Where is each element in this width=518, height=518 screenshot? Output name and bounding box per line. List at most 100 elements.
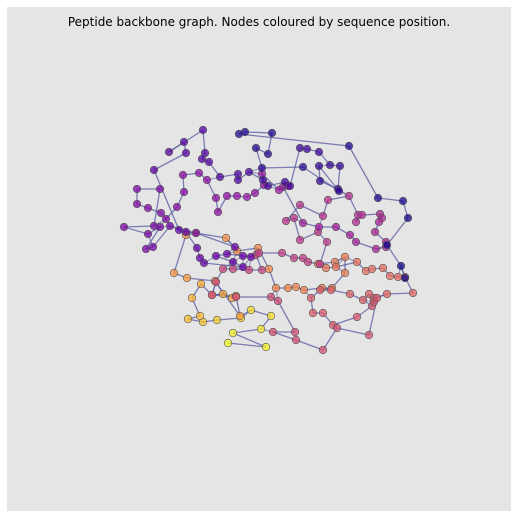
residue-node	[250, 188, 260, 198]
residue-node	[213, 207, 223, 217]
residue-node	[215, 172, 225, 182]
residue-node	[298, 218, 308, 228]
residue-node	[308, 308, 318, 318]
residue-node	[195, 311, 205, 321]
residue-node	[273, 296, 283, 306]
residue-node	[364, 330, 374, 340]
residue-node	[202, 175, 212, 185]
residue-node	[211, 277, 221, 287]
residue-node	[256, 324, 266, 334]
residue-node	[322, 237, 332, 247]
residue-node	[315, 176, 325, 186]
residue-node	[234, 129, 244, 139]
residue-node	[318, 211, 328, 221]
residue-node	[358, 295, 368, 305]
residue-node	[231, 292, 241, 302]
residue-node	[352, 257, 362, 267]
residue-node	[285, 181, 295, 191]
residue-node	[393, 272, 403, 282]
chart-title: Peptide backbone graph. Nodes coloured b…	[67, 15, 451, 29]
residue-node	[263, 149, 273, 159]
residue-node	[174, 225, 184, 235]
residue-node	[211, 251, 221, 261]
residue-node	[183, 314, 193, 324]
residue-node	[196, 279, 206, 289]
residue-node	[357, 210, 367, 220]
edge	[232, 328, 262, 334]
residue-node	[340, 252, 350, 262]
edge	[186, 277, 216, 282]
residue-node	[222, 249, 232, 259]
residue-node	[198, 125, 208, 135]
residue-node	[156, 208, 166, 218]
residue-node	[233, 175, 243, 185]
residue-node	[164, 147, 174, 157]
residue-node	[372, 293, 382, 303]
edge	[153, 152, 187, 171]
edge	[123, 225, 155, 228]
residue-node	[299, 285, 309, 295]
residue-node	[351, 217, 361, 227]
residue-node	[223, 338, 233, 348]
edge	[282, 186, 304, 224]
residue-node	[289, 253, 299, 263]
residue-node	[132, 199, 142, 209]
residue-node	[403, 213, 413, 223]
edge	[277, 300, 296, 333]
residue-node	[143, 203, 153, 213]
residue-node	[191, 228, 201, 238]
residue-node	[187, 293, 197, 303]
residue-node	[331, 262, 341, 272]
residue-node	[268, 327, 278, 337]
residue-node	[321, 263, 331, 273]
edge	[377, 197, 404, 202]
residue-node	[251, 143, 261, 153]
residue-node	[204, 157, 214, 167]
residue-node	[221, 233, 231, 243]
residue-node	[257, 265, 267, 275]
residue-node	[169, 268, 179, 278]
residue-node	[232, 191, 242, 201]
residue-node	[382, 240, 392, 250]
edge	[227, 342, 267, 348]
residue-node	[334, 186, 344, 196]
edge	[386, 292, 414, 295]
residue-node	[318, 308, 328, 318]
residue-node	[149, 165, 159, 175]
residue-node	[172, 202, 182, 212]
residue-node	[212, 315, 222, 325]
residue-node	[238, 251, 248, 261]
residue-node	[182, 273, 192, 283]
residue-node	[181, 227, 191, 237]
residue-node	[295, 143, 305, 153]
residue-node	[194, 168, 204, 178]
residue-node	[266, 311, 276, 321]
edge	[145, 226, 161, 250]
residue-node	[181, 148, 191, 158]
residue-node	[344, 141, 354, 151]
residue-node	[281, 216, 291, 226]
residue-node	[263, 181, 273, 191]
residue-node	[345, 289, 355, 299]
residue-node	[326, 285, 336, 295]
residue-node	[367, 264, 377, 274]
residue-node	[345, 230, 355, 240]
residue-node	[318, 345, 328, 355]
residue-node	[371, 244, 381, 254]
residue-node	[340, 268, 350, 278]
residue-node	[325, 160, 335, 170]
residue-node	[295, 200, 305, 210]
edge	[152, 225, 171, 248]
residue-node	[314, 161, 324, 171]
residue-node	[373, 193, 383, 203]
residue-node	[398, 196, 408, 206]
residue-node	[228, 328, 238, 338]
residue-node	[141, 244, 151, 254]
residue-node	[291, 335, 301, 345]
residue-node	[400, 273, 410, 283]
edge	[153, 188, 161, 227]
residue-node	[258, 175, 268, 185]
residue-node	[364, 289, 374, 299]
residue-node	[351, 237, 361, 247]
